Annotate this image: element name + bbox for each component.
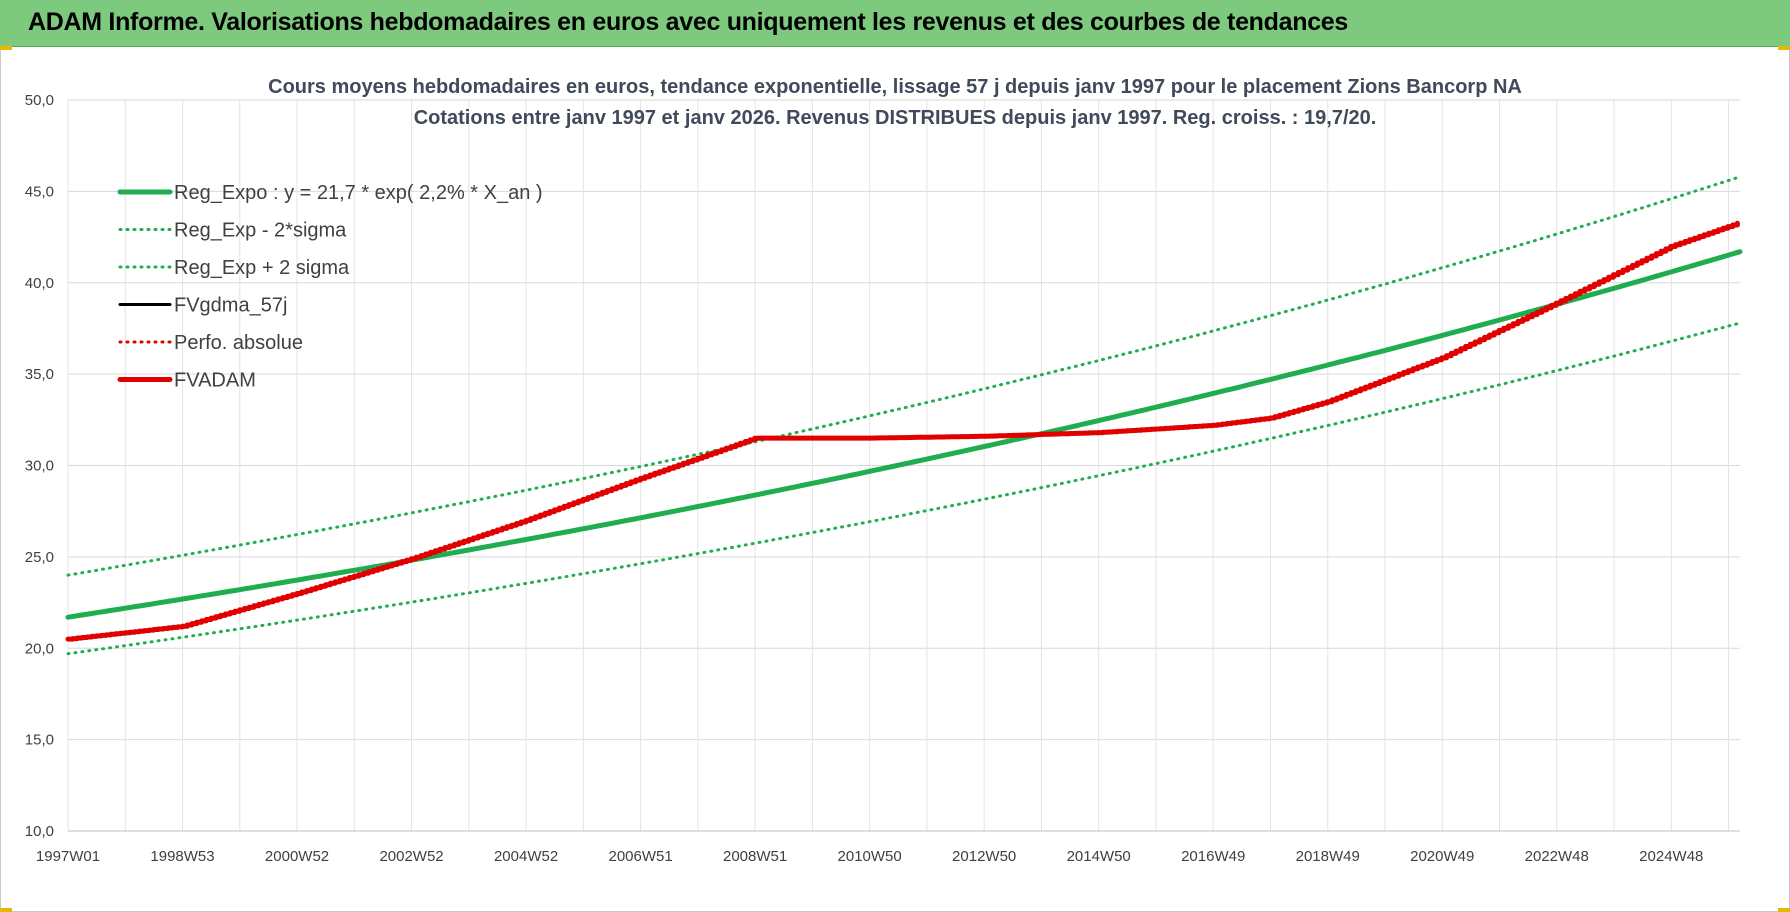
corner-marker: [1778, 46, 1790, 50]
series-line-2: [66, 175, 1742, 577]
x-tick-label: 2022W48: [1525, 848, 1589, 865]
series-line-5: [65, 220, 1740, 642]
y-tick-label: 30,0: [25, 458, 54, 475]
y-tick-label: 15,0: [25, 732, 54, 749]
x-tick-label: 2000W52: [265, 848, 329, 865]
legend-label-5: FVADAM: [174, 370, 256, 392]
corner-marker: [1778, 908, 1790, 912]
y-tick-label: 45,0: [25, 183, 54, 200]
x-tick-label: 1998W53: [150, 848, 214, 865]
legend-label-3: FVgdma_57j: [174, 295, 287, 317]
y-tick-label: 10,0: [25, 823, 54, 840]
x-tick-label: 2008W51: [723, 848, 787, 865]
report-banner: ADAM Informe. Valorisations hebdomadaire…: [0, 0, 1790, 47]
legend-label-0: Reg_Expo : y = 21,7 * exp( 2,2% * X_an ): [174, 182, 543, 204]
report-title: ADAM Informe. Valorisations hebdomadaire…: [28, 8, 1349, 36]
x-tick-label: 2012W50: [952, 848, 1016, 865]
y-axis: 10,0 15,0 20,0 25,0 30,0 35,0 40,0 45,0 50,0: [25, 92, 54, 840]
y-tick-label: 25,0: [25, 549, 54, 566]
x-axis: 1997W01 1998W53 2000W52 2002W52 2004W52 2006W…: [36, 848, 1704, 865]
x-tick-label: 2010W50: [838, 848, 902, 865]
x-tick-label: 1997W01: [36, 848, 100, 865]
grid-lines: [67, 99, 1740, 832]
legend: Reg_Expo : y = 21,7 * exp( 2,2% * X_an )…: [117, 182, 543, 392]
legend-label-2: Reg_Exp + 2 sigma: [174, 257, 350, 279]
x-tick-label: 2024W48: [1639, 848, 1703, 865]
series-line-1: [66, 321, 1742, 656]
legend-label-1: Reg_Exp - 2*sigma: [174, 220, 347, 242]
corner-marker: [0, 46, 12, 50]
series-layer: [65, 175, 1743, 656]
y-tick-label: 40,0: [25, 275, 54, 292]
legend-label-4: Perfo. absolue: [174, 332, 303, 354]
chart-title: Cours moyens hebdomadaires en euros, ten…: [268, 76, 1522, 98]
x-tick-label: 2004W52: [494, 848, 558, 865]
x-tick-label: 2016W49: [1181, 848, 1245, 865]
series-line-0: [65, 249, 1743, 620]
x-tick-label: 2020W49: [1410, 848, 1474, 865]
y-tick-label: 50,0: [25, 92, 54, 109]
y-tick-label: 20,0: [25, 640, 54, 657]
y-tick-label: 35,0: [25, 366, 54, 383]
x-tick-label: 2002W52: [379, 848, 443, 865]
corner-marker: [0, 908, 12, 912]
chart-subtitle: Cotations entre janv 1997 et janv 2026. …: [414, 107, 1377, 129]
x-tick-label: 2018W49: [1296, 848, 1360, 865]
x-tick-label: 2014W50: [1067, 848, 1131, 865]
x-tick-label: 2006W51: [608, 848, 672, 865]
